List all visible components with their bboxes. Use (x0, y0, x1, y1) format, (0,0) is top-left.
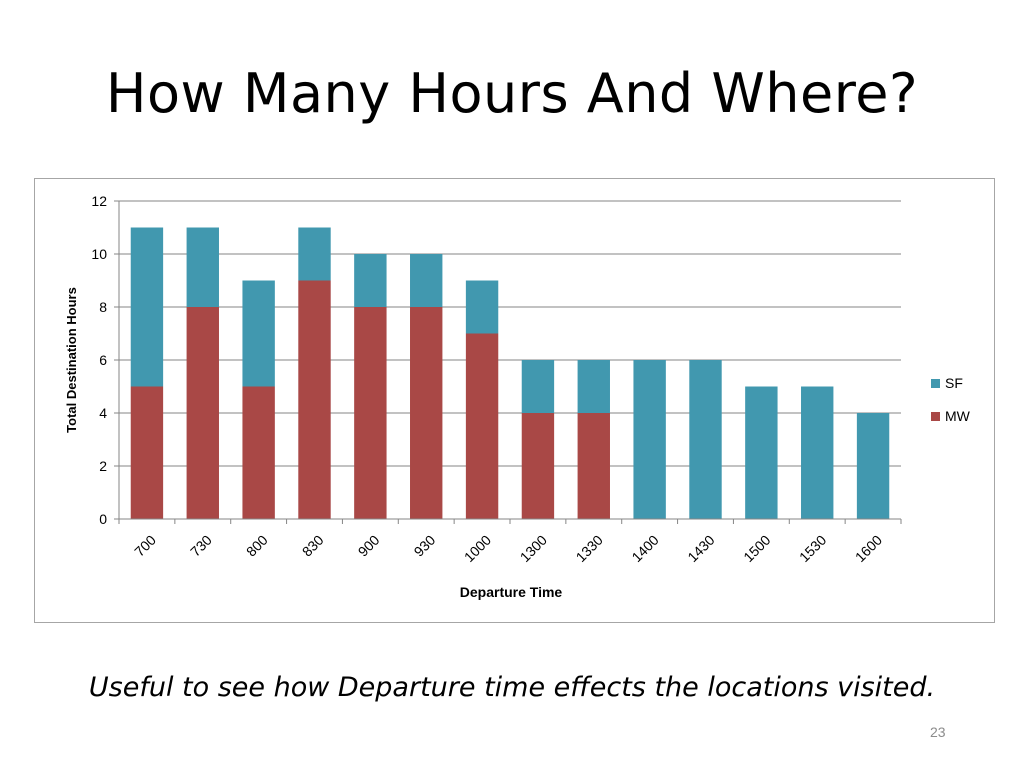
x-tick-labels: 700 730 800 830 900 930 1000 1300 1330 1400 1430 15… (131, 532, 885, 565)
stacked-bar-chart: 0 2 4 6 8 10 12 700 730 800 830 900 930 1000 1300 1330… (64, 193, 971, 600)
y-axis-label: Total Destination Hours (64, 287, 79, 433)
y-tick-label: 0 (99, 511, 107, 527)
bar-mw-800 (242, 386, 275, 519)
chart-frame: 0 2 4 6 8 10 12 700 730 800 830 900 930 1000 1300 1330… (34, 178, 995, 623)
y-tick-labels: 0 2 4 6 8 10 12 (91, 193, 107, 527)
bar-mw-730 (186, 307, 219, 519)
x-tick-label: 1000 (461, 532, 494, 565)
x-tick-label: 1330 (573, 532, 606, 565)
bar-mw-1000 (465, 333, 499, 519)
x-tick-label: 1530 (796, 532, 829, 565)
bar-sf-1300 (521, 360, 555, 413)
bar-sf-1400 (633, 360, 666, 519)
x-tick-label: 1300 (517, 532, 550, 565)
x-tick-label: 730 (187, 532, 215, 560)
bar-sf-1500 (745, 386, 778, 519)
bar-sf-1000 (465, 280, 499, 334)
x-tick-label: 1600 (852, 532, 885, 565)
x-tick-label: 1400 (628, 532, 661, 565)
x-tick-label: 900 (355, 532, 383, 560)
bar-sf-730 (186, 227, 219, 307)
bar-sf-700 (130, 227, 164, 387)
y-tick-label: 6 (99, 352, 107, 368)
bar-sf-1430 (689, 360, 722, 519)
page-number: 23 (930, 724, 946, 740)
bar-sf-900 (354, 254, 387, 307)
bar-sf-1600 (856, 413, 890, 519)
legend-swatch-mw (931, 412, 940, 421)
bar-sf-800 (242, 280, 275, 387)
bar-mw-900 (354, 307, 387, 519)
x-tick-label: 1430 (684, 532, 717, 565)
legend-label-sf: SF (945, 375, 963, 391)
gridlines (114, 200, 901, 520)
y-tick-label: 8 (99, 299, 107, 315)
axes (118, 201, 902, 524)
bars (130, 227, 890, 519)
caption: Useful to see how Departure time effects… (88, 672, 936, 703)
x-tick-label: 800 (243, 532, 271, 560)
bar-sf-1330 (577, 360, 610, 413)
slide-title: How Many Hours And Where? (105, 62, 919, 125)
y-tick-label: 2 (99, 458, 107, 474)
x-tick-label: 830 (299, 532, 327, 560)
legend-swatch-sf (931, 379, 940, 388)
bar-mw-1330 (577, 413, 610, 519)
y-tick-label: 4 (99, 405, 107, 421)
x-tick-label: 700 (131, 532, 159, 560)
legend: SF MW (931, 375, 971, 424)
bar-mw-700 (130, 386, 164, 519)
bar-mw-930 (410, 307, 443, 519)
bar-sf-1530 (801, 386, 834, 519)
bar-mw-1300 (521, 413, 555, 519)
x-axis-label: Departure Time (460, 584, 563, 600)
x-tick-label: 1500 (740, 532, 773, 565)
legend-label-mw: MW (945, 408, 971, 424)
x-tick-label: 930 (411, 532, 439, 560)
y-tick-label: 12 (91, 193, 107, 209)
bar-mw-830 (298, 280, 331, 519)
bar-sf-830 (298, 227, 331, 281)
y-tick-label: 10 (91, 246, 107, 262)
bar-sf-930 (410, 254, 443, 307)
